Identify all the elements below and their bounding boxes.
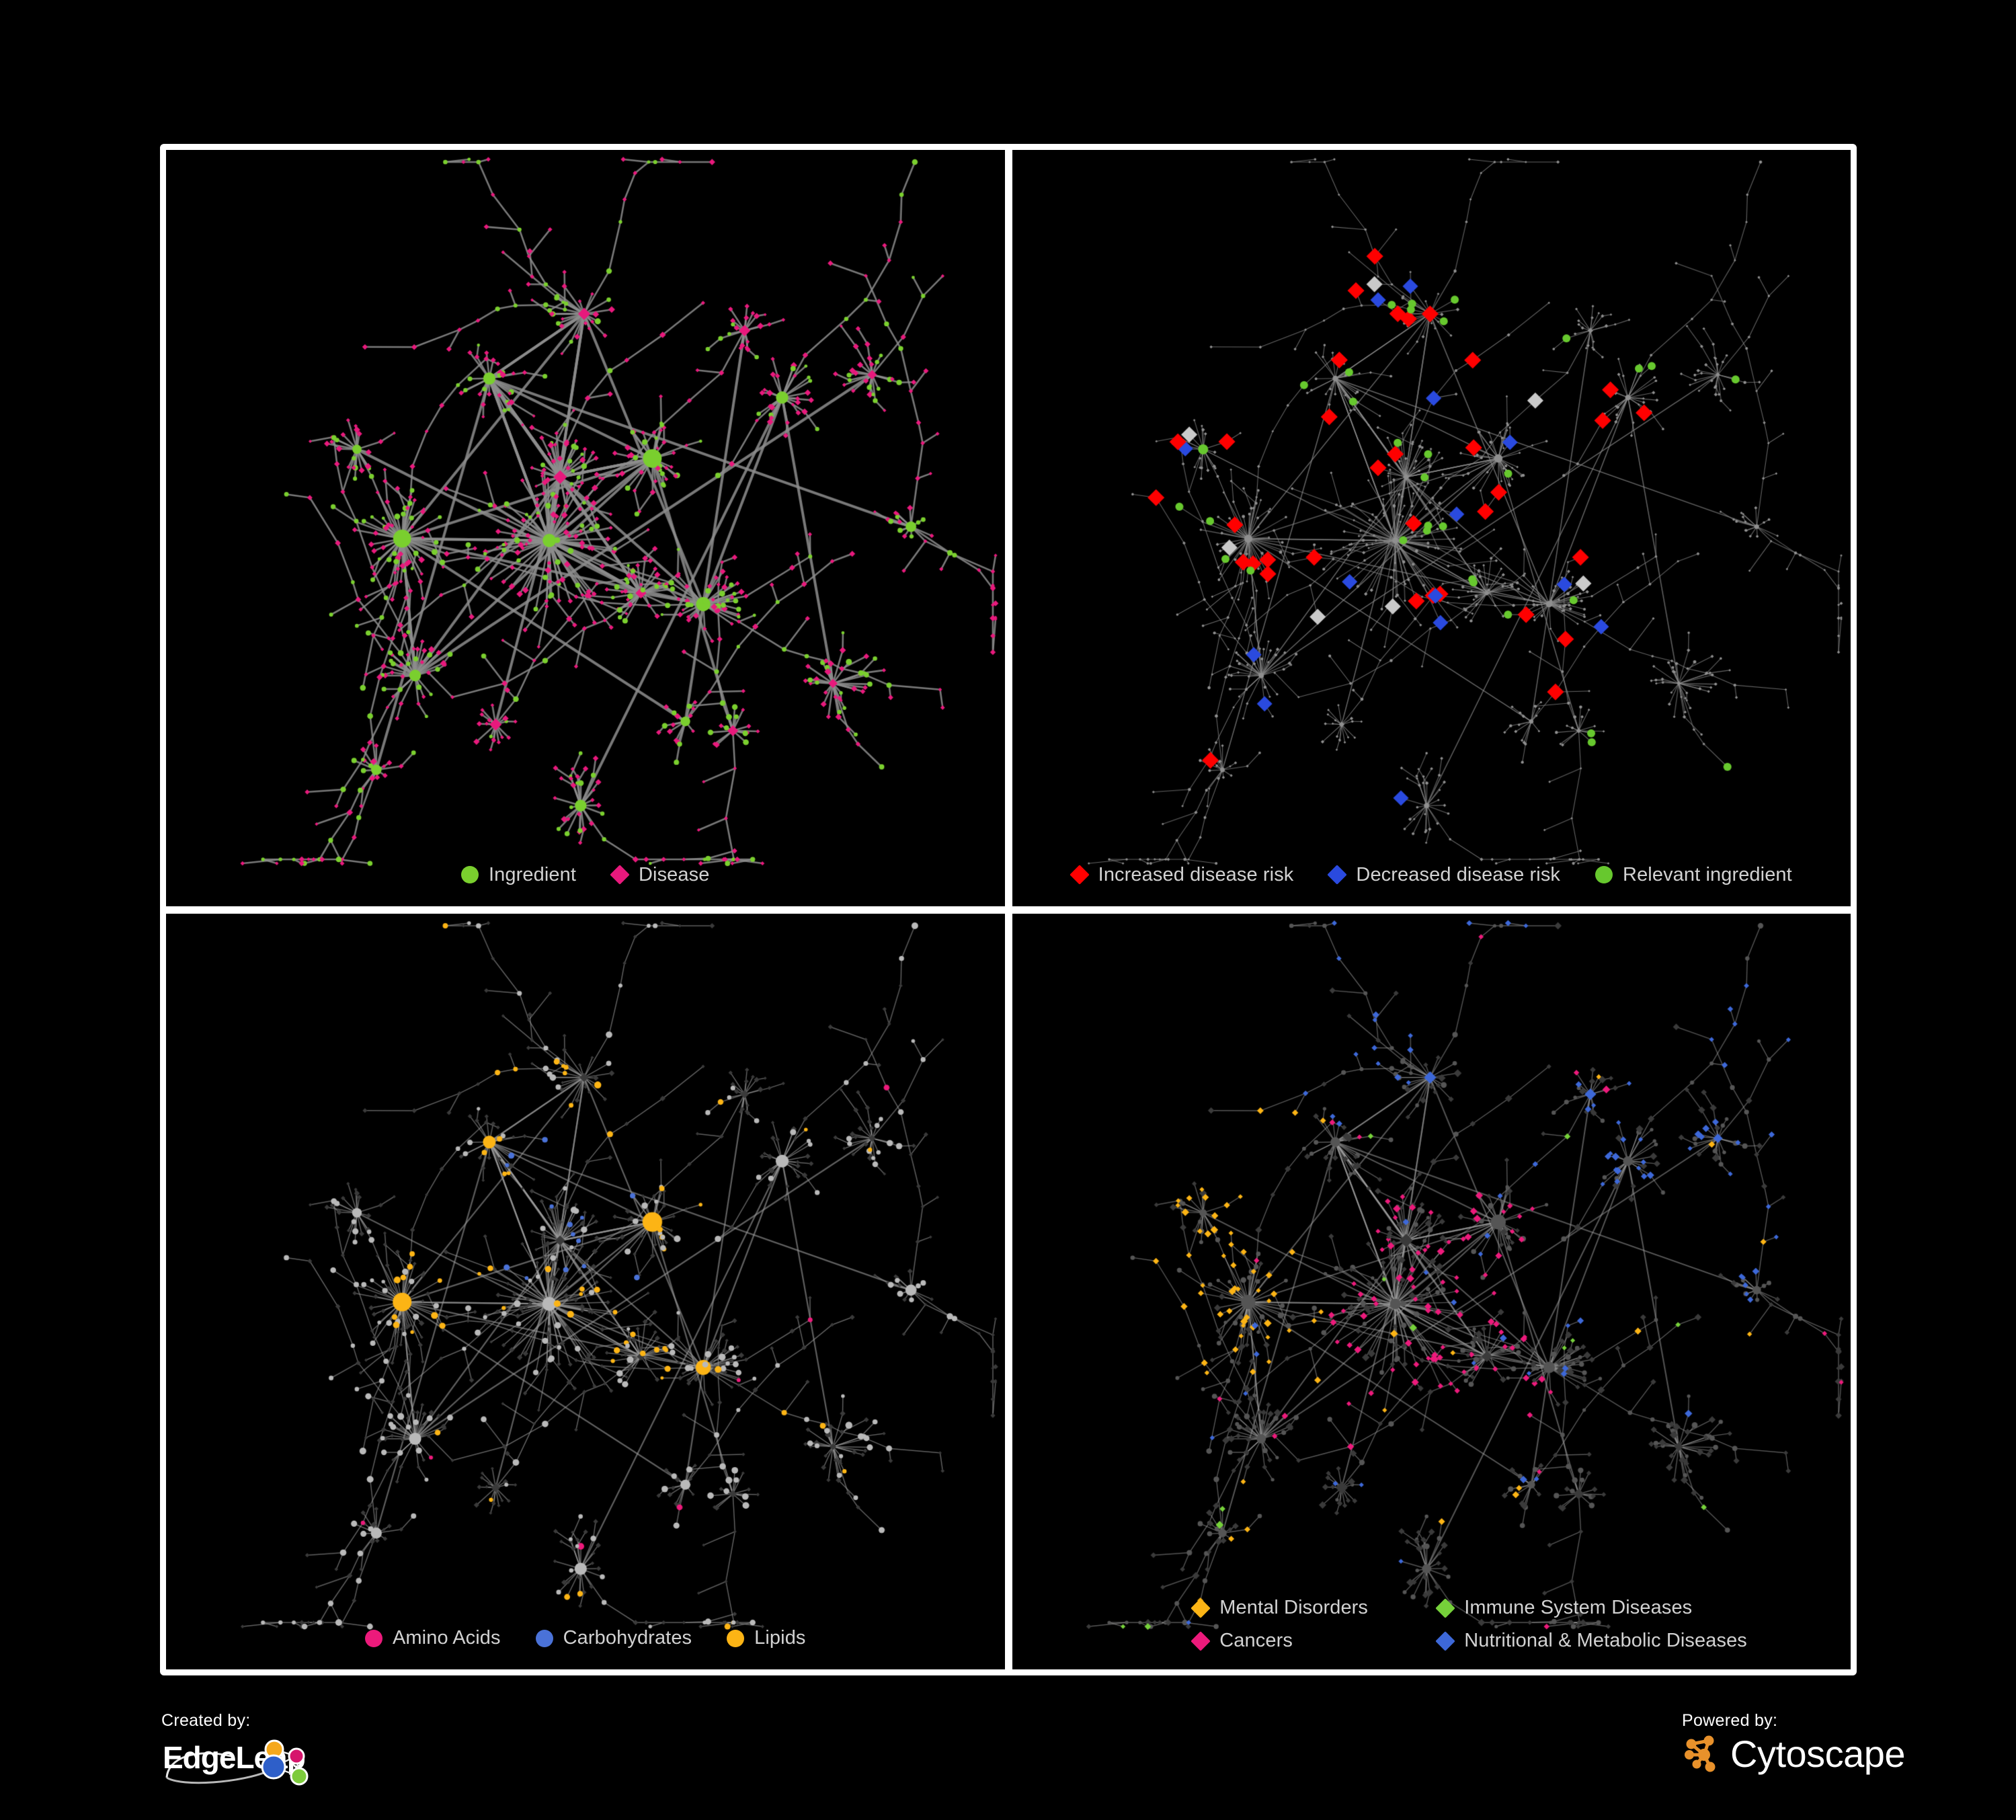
legend-item-mental-disorders[interactable]: Mental Disorders	[1191, 1597, 1420, 1619]
legend-label: Increased disease risk	[1098, 863, 1294, 885]
legend-item-immune-system-diseases[interactable]: Immune System Diseases	[1435, 1597, 1692, 1619]
panel-ingredient-disease[interactable]: Ingredient Disease	[166, 150, 1005, 906]
legend-label: Nutritional & Metabolic Diseases	[1464, 1630, 1747, 1651]
legend-item-ingredient[interactable]: Ingredient	[461, 864, 576, 886]
legend-label: Carbohydrates	[563, 1627, 692, 1649]
panel-grid: Ingredient Disease Increased disease ris…	[160, 144, 1857, 1675]
brand-name: Cytoscape	[1730, 1733, 1906, 1775]
network-canvas-disease-classes[interactable]	[1012, 913, 1851, 1669]
panel-ingredient-classes[interactable]: Amino Acids Carbohydrates Lipids	[166, 913, 1005, 1669]
diamond-swatch-icon	[1191, 1597, 1211, 1618]
network-canvas-disease-risk[interactable]	[1012, 150, 1851, 906]
circle-swatch-icon	[461, 866, 479, 883]
diamond-swatch-icon	[1327, 865, 1348, 885]
diamond-swatch-icon	[1069, 865, 1090, 885]
legend-disease-classes: Mental Disorders Immune System Diseases …	[1176, 1591, 1747, 1657]
legend-label: Ingredient	[489, 863, 576, 885]
diamond-swatch-icon	[1191, 1630, 1211, 1651]
legend-item-relevant-ingredient[interactable]: Relevant ingredient	[1595, 864, 1792, 886]
legend-item-amino-acids[interactable]: Amino Acids	[364, 1627, 501, 1649]
legend-item-decreased-risk[interactable]: Decreased disease risk	[1327, 863, 1561, 886]
circle-swatch-icon	[535, 1629, 553, 1647]
legend-item-increased-risk[interactable]: Increased disease risk	[1069, 863, 1294, 886]
legend-label: Relevant ingredient	[1623, 863, 1792, 885]
legend-item-carbohydrates[interactable]: Carbohydrates	[535, 1627, 692, 1649]
legend-ingredient-disease: Ingredient Disease	[166, 864, 1005, 886]
edgeleap-logo-icon: EdgeLeap	[163, 1739, 309, 1786]
brand-lockup: Cytoscape	[1682, 1733, 1906, 1775]
brand-cytoscape[interactable]: Powered by: Cytoscape	[1682, 1711, 1906, 1775]
legend-label: Lipids	[754, 1627, 806, 1649]
circle-swatch-icon	[1595, 866, 1613, 883]
circle-swatch-icon	[364, 1629, 382, 1647]
network-canvas-ingredient-classes[interactable]	[166, 913, 1005, 1669]
cytoscape-logo-icon	[1685, 1735, 1716, 1772]
diamond-swatch-icon	[1435, 1597, 1455, 1618]
diamond-swatch-icon	[1435, 1630, 1455, 1651]
legend-label: Disease	[639, 863, 710, 885]
legend-item-disease[interactable]: Disease	[610, 863, 710, 886]
brand-kicker: Created by:	[161, 1711, 251, 1730]
legend-disease-risk: Increased disease risk Decreased disease…	[1012, 864, 1851, 886]
panel-disease-classes[interactable]: Mental Disorders Immune System Diseases …	[1012, 913, 1851, 1669]
legend-label: Amino Acids	[392, 1627, 501, 1649]
legend-label: Mental Disorders	[1219, 1597, 1369, 1618]
legend-label: Decreased disease risk	[1356, 863, 1561, 885]
brand-edgeleap[interactable]: Created by: EdgeLeap EdgeLeap	[161, 1711, 363, 1786]
network-canvas-ingredient-disease[interactable]	[166, 150, 1005, 906]
circle-swatch-icon	[727, 1629, 745, 1647]
legend-item-cancers[interactable]: Cancers	[1191, 1630, 1420, 1652]
diamond-swatch-icon	[610, 865, 630, 885]
panel-disease-risk[interactable]: Increased disease risk Decreased disease…	[1012, 150, 1851, 906]
legend-label: Cancers	[1219, 1630, 1293, 1651]
legend-item-nutritional-metabolic-diseases[interactable]: Nutritional & Metabolic Diseases	[1435, 1630, 1747, 1652]
brand-lockup: EdgeLeap EdgeLeap	[161, 1733, 363, 1786]
legend-item-lipids[interactable]: Lipids	[727, 1627, 805, 1649]
legend-ingredient-classes: Amino Acids Carbohydrates Lipids	[166, 1627, 1005, 1649]
legend-label: Immune System Diseases	[1464, 1597, 1693, 1618]
brand-kicker: Powered by:	[1682, 1711, 1778, 1730]
